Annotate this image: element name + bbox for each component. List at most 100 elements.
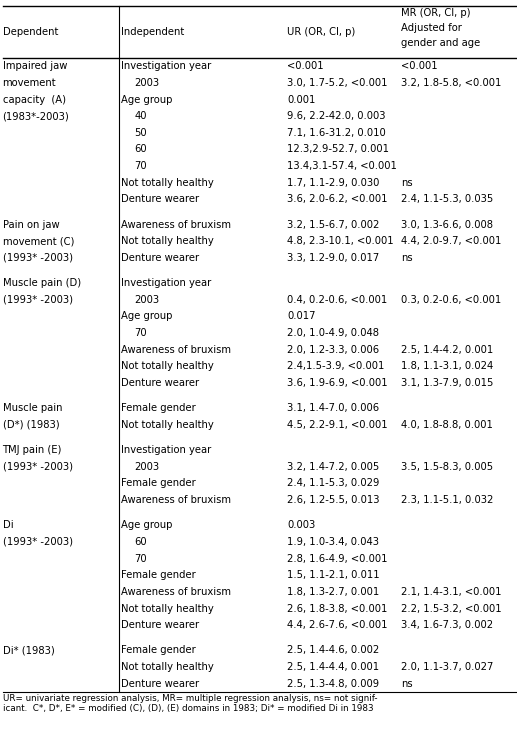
Text: Denture wearer: Denture wearer [121, 678, 200, 689]
Text: 0.4, 0.2-0.6, <0.001: 0.4, 0.2-0.6, <0.001 [287, 295, 387, 305]
Text: 50: 50 [134, 128, 147, 138]
Text: Female gender: Female gender [121, 645, 196, 656]
Text: Investigation year: Investigation year [121, 279, 212, 288]
Text: Muscle pain: Muscle pain [3, 404, 62, 413]
Text: ns: ns [401, 678, 412, 689]
Text: 2.1, 1.4-3.1, <0.001: 2.1, 1.4-3.1, <0.001 [401, 587, 501, 597]
Text: 2.5, 1.4-4.6, 0.002: 2.5, 1.4-4.6, 0.002 [287, 645, 379, 656]
Text: 0.017: 0.017 [287, 311, 315, 322]
Text: <0.001: <0.001 [401, 61, 437, 71]
Text: 2.5, 1.4-4.2, 0.001: 2.5, 1.4-4.2, 0.001 [401, 345, 493, 355]
Text: Pain on jaw: Pain on jaw [3, 219, 59, 230]
Text: 60: 60 [134, 537, 147, 547]
Text: 3.2, 1.5-6.7, 0.002: 3.2, 1.5-6.7, 0.002 [287, 219, 379, 230]
Text: 40: 40 [134, 111, 147, 121]
Text: <0.001: <0.001 [287, 61, 324, 71]
Text: 3.3, 1.2-9.0, 0.017: 3.3, 1.2-9.0, 0.017 [287, 253, 379, 263]
Text: 1.5, 1.1-2.1, 0.011: 1.5, 1.1-2.1, 0.011 [287, 570, 379, 580]
Text: (1993* -2003): (1993* -2003) [3, 462, 72, 471]
Text: 3.5, 1.5-8.3, 0.005: 3.5, 1.5-8.3, 0.005 [401, 462, 493, 471]
Text: 2003: 2003 [134, 78, 160, 88]
Text: Adjusted for: Adjusted for [401, 23, 462, 33]
Text: capacity  (A): capacity (A) [3, 94, 66, 105]
Text: Impaired jaw: Impaired jaw [3, 61, 67, 71]
Text: 2.8, 1.6-4.9, <0.001: 2.8, 1.6-4.9, <0.001 [287, 553, 387, 564]
Text: Age group: Age group [121, 520, 173, 530]
Text: Not totally healthy: Not totally healthy [121, 420, 214, 430]
Text: UR= univariate regression analysis, MR= multiple regression analysis, ns= not si: UR= univariate regression analysis, MR= … [3, 694, 377, 713]
Text: 9.6, 2.2-42.0, 0.003: 9.6, 2.2-42.0, 0.003 [287, 111, 386, 121]
Text: 2.4, 1.1-5.3, 0.029: 2.4, 1.1-5.3, 0.029 [287, 478, 379, 488]
Text: movement (C): movement (C) [3, 236, 74, 246]
Text: 3.1, 1.3-7.9, 0.015: 3.1, 1.3-7.9, 0.015 [401, 378, 493, 388]
Text: Not totally healthy: Not totally healthy [121, 236, 214, 246]
Text: Independent: Independent [121, 27, 185, 37]
Text: gender and age: gender and age [401, 38, 480, 48]
Text: TMJ pain (E): TMJ pain (E) [3, 445, 62, 455]
Text: (D*) (1983): (D*) (1983) [3, 420, 59, 430]
Text: Di* (1983): Di* (1983) [3, 645, 54, 656]
Text: 4.8, 2.3-10.1, <0.001: 4.8, 2.3-10.1, <0.001 [287, 236, 393, 246]
Text: 4.5, 2.2-9.1, <0.001: 4.5, 2.2-9.1, <0.001 [287, 420, 388, 430]
Text: 13.4,3.1-57.4, <0.001: 13.4,3.1-57.4, <0.001 [287, 161, 397, 171]
Text: 70: 70 [134, 328, 147, 338]
Text: Age group: Age group [121, 311, 173, 322]
Text: Awareness of bruxism: Awareness of bruxism [121, 587, 232, 597]
Text: 2003: 2003 [134, 462, 160, 471]
Text: 12.3,2.9-52.7, 0.001: 12.3,2.9-52.7, 0.001 [287, 145, 389, 154]
Text: 3.2, 1.4-7.2, 0.005: 3.2, 1.4-7.2, 0.005 [287, 462, 379, 471]
Text: Denture wearer: Denture wearer [121, 194, 200, 205]
Text: MR (OR, CI, p): MR (OR, CI, p) [401, 8, 470, 18]
Text: 2.0, 1.2-3.3, 0.006: 2.0, 1.2-3.3, 0.006 [287, 345, 379, 355]
Text: Denture wearer: Denture wearer [121, 620, 200, 630]
Text: Age group: Age group [121, 94, 173, 105]
Text: 0.3, 0.2-0.6, <0.001: 0.3, 0.2-0.6, <0.001 [401, 295, 501, 305]
Text: 70: 70 [134, 553, 147, 564]
Text: 70: 70 [134, 161, 147, 171]
Text: (1993* -2003): (1993* -2003) [3, 295, 72, 305]
Text: ns: ns [401, 178, 412, 188]
Text: 3.4, 1.6-7.3, 0.002: 3.4, 1.6-7.3, 0.002 [401, 620, 493, 630]
Text: (1993* -2003): (1993* -2003) [3, 537, 72, 547]
Text: 2.0, 1.0-4.9, 0.048: 2.0, 1.0-4.9, 0.048 [287, 328, 379, 338]
Text: Denture wearer: Denture wearer [121, 378, 200, 388]
Text: 2.6, 1.2-5.5, 0.013: 2.6, 1.2-5.5, 0.013 [287, 495, 379, 505]
Text: 2.4, 1.1-5.3, 0.035: 2.4, 1.1-5.3, 0.035 [401, 194, 493, 205]
Text: Awareness of bruxism: Awareness of bruxism [121, 345, 232, 355]
Text: movement: movement [3, 78, 56, 88]
Text: UR (OR, CI, p): UR (OR, CI, p) [287, 27, 355, 37]
Text: 7.1, 1.6-31.2, 0.010: 7.1, 1.6-31.2, 0.010 [287, 128, 386, 138]
Text: Awareness of bruxism: Awareness of bruxism [121, 495, 232, 505]
Text: 2.4,1.5-3.9, <0.001: 2.4,1.5-3.9, <0.001 [287, 361, 384, 371]
Text: 3.6, 1.9-6.9, <0.001: 3.6, 1.9-6.9, <0.001 [287, 378, 388, 388]
Text: 2003: 2003 [134, 295, 160, 305]
Text: 1.8, 1.1-3.1, 0.024: 1.8, 1.1-3.1, 0.024 [401, 361, 493, 371]
Text: (1983*-2003): (1983*-2003) [3, 111, 69, 121]
Text: Investigation year: Investigation year [121, 61, 212, 71]
Text: 4.4, 2.6-7.6, <0.001: 4.4, 2.6-7.6, <0.001 [287, 620, 387, 630]
Text: 60: 60 [134, 145, 147, 154]
Text: Muscle pain (D): Muscle pain (D) [3, 279, 81, 288]
Text: Di: Di [3, 520, 13, 530]
Text: 1.9, 1.0-3.4, 0.043: 1.9, 1.0-3.4, 0.043 [287, 537, 379, 547]
Text: 0.001: 0.001 [287, 94, 315, 105]
Text: (1993* -2003): (1993* -2003) [3, 253, 72, 263]
Text: Female gender: Female gender [121, 478, 196, 488]
Text: Female gender: Female gender [121, 570, 196, 580]
Text: Not totally healthy: Not totally healthy [121, 361, 214, 371]
Text: Not totally healthy: Not totally healthy [121, 662, 214, 672]
Text: Dependent: Dependent [3, 27, 58, 37]
Text: Denture wearer: Denture wearer [121, 253, 200, 263]
Text: 4.0, 1.8-8.8, 0.001: 4.0, 1.8-8.8, 0.001 [401, 420, 493, 430]
Text: Investigation year: Investigation year [121, 445, 212, 455]
Text: 2.2, 1.5-3.2, <0.001: 2.2, 1.5-3.2, <0.001 [401, 604, 501, 613]
Text: Awareness of bruxism: Awareness of bruxism [121, 219, 232, 230]
Text: 4.4, 2.0-9.7, <0.001: 4.4, 2.0-9.7, <0.001 [401, 236, 501, 246]
Text: Not totally healthy: Not totally healthy [121, 604, 214, 613]
Text: 2.5, 1.3-4.8, 0.009: 2.5, 1.3-4.8, 0.009 [287, 678, 379, 689]
Text: 2.0, 1.1-3.7, 0.027: 2.0, 1.1-3.7, 0.027 [401, 662, 493, 672]
Text: 3.1, 1.4-7.0, 0.006: 3.1, 1.4-7.0, 0.006 [287, 404, 379, 413]
Text: 3.2, 1.8-5.8, <0.001: 3.2, 1.8-5.8, <0.001 [401, 78, 501, 88]
Text: 3.6, 2.0-6.2, <0.001: 3.6, 2.0-6.2, <0.001 [287, 194, 387, 205]
Text: 1.7, 1.1-2.9, 0.030: 1.7, 1.1-2.9, 0.030 [287, 178, 379, 188]
